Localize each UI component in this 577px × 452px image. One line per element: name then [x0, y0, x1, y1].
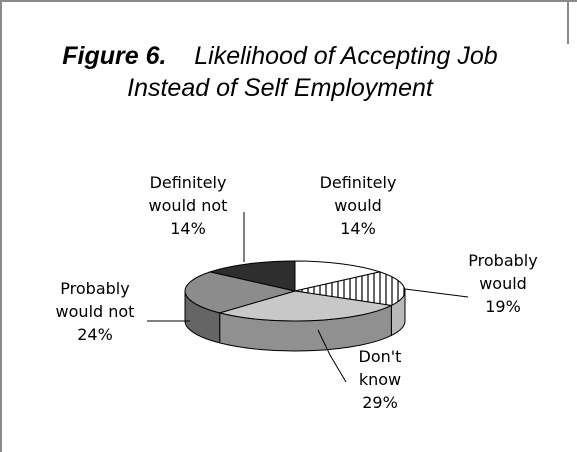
- slice-value: 24%: [77, 325, 113, 344]
- pie-slice: [184, 271, 296, 314]
- slice-label-line: would: [479, 274, 527, 293]
- leader-line: [317, 329, 347, 383]
- slice-value: 19%: [485, 297, 521, 316]
- pie-slice: [217, 290, 394, 322]
- frame-edge: [567, 0, 569, 44]
- slice-label: Probably would 19%: [468, 251, 537, 316]
- figure-title-text: Likelihood of Accepting Job Instead of S…: [127, 42, 498, 102]
- pie-slice: [294, 271, 406, 306]
- slice-label-line: would: [334, 196, 382, 215]
- slice-label-line: Probably: [468, 251, 537, 270]
- chart-title: Figure 6. Likelihood of Accepting Job In…: [60, 40, 500, 104]
- slice-value: 29%: [362, 393, 398, 412]
- slice-label-line: Probably: [60, 279, 129, 298]
- slice-label-line: would not: [149, 196, 228, 215]
- slice-value: 14%: [170, 219, 206, 238]
- slice-label-line: Definitely: [150, 173, 227, 192]
- figure-number: Figure 6.: [62, 42, 167, 70]
- slice-label: Definitely would 14%: [320, 173, 397, 238]
- slice-label: Definitely would not 14%: [149, 173, 228, 238]
- slice-label-line: Definitely: [320, 173, 397, 192]
- slice-value: 14%: [340, 219, 376, 238]
- leader-line: [404, 288, 469, 298]
- slice-label-line: Don't: [359, 347, 402, 366]
- pie-slice: [208, 260, 296, 292]
- pie-slice: [294, 260, 382, 292]
- slice-label: Don't know 29%: [359, 347, 402, 412]
- slice-label-line: know: [359, 370, 401, 389]
- slice-label-line: would not: [56, 302, 135, 321]
- slice-label: Probably would not 24%: [56, 279, 135, 344]
